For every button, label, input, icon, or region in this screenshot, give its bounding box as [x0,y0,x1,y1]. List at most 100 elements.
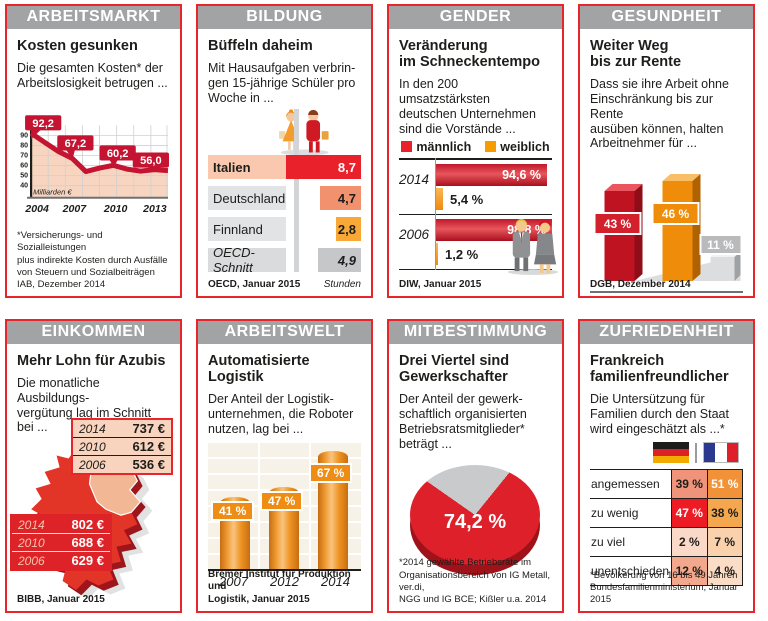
x-axis-labels: 2007 2012 2014 [208,574,361,589]
bar-value-box: 41 % [211,500,255,521]
panel-text: Mit Hausaufgaben verbrin- gen 15-jährige… [208,61,356,105]
panel-header: MITBESTIMMUNG [389,321,562,344]
value-row: 2010 612 € [73,438,171,456]
unit-label: Stunden [323,279,361,291]
panel-body: Büffeln daheim Mit Hausaufgaben verbrin-… [198,29,371,296]
bar-label: Italien [208,155,286,180]
y-tick: 40 [20,182,28,189]
bar-gray [710,257,735,282]
value-row: 2006 536 € [73,456,171,473]
panel-bildung: BILDUNG Büffeln daheim Mit Hausaufgaben … [196,4,373,298]
row-label: zu viel [590,526,673,557]
y-axis-unit: Milliarden € [33,187,72,196]
value-box-orange [651,202,700,226]
x-tick: 2013 [142,203,167,215]
panel-gender: GENDER Veränderung im Schneckentempo In … [387,4,564,298]
source: Bremer Institut für Produktion und Logis… [208,568,351,605]
value-box-red [593,212,642,236]
bar-red [604,191,635,282]
panel-text: In den 200 umsatzstärksten deutschen Unt… [399,77,536,136]
baseline-axis [435,158,436,271]
female-row: 1,2 % [436,243,552,266]
east-values-box: 2014 737 € 2010 612 € 2006 536 € [71,418,173,475]
panel-body: Automatisierte Logistik Der Anteil der L… [198,344,371,611]
y-tick: 50 [20,172,28,179]
panel-zufriedenheit: ZUFRIEDENHEIT Frankreich familienfreundl… [578,319,755,613]
baseline [590,291,743,294]
callout-value: 60,2 [107,148,129,160]
bar-value: 43 % [604,217,632,231]
y-tick: 80 [20,142,28,149]
bar-female [436,188,443,211]
panel-title: Büffeln daheim [208,38,313,54]
callout-box [57,135,94,151]
panel-gesundheit: GESUNDHEIT Weiter Weg bis zur Rente Dass… [578,4,755,298]
callout-box [25,114,62,131]
flag-divider [695,442,697,463]
year: 2006 [79,457,106,472]
bar-group-2014: 2014 94,6 % 5,4 % [399,160,552,214]
fr-value: 38 % [706,497,744,528]
students-icon [278,109,329,156]
callout-value: 56,0 [140,155,162,167]
panel-body: Weiter Weg bis zur Rente Dass sie ihre A… [580,29,753,296]
legend-label: männlich [416,140,472,155]
bar-female-value: 5,4 % [450,191,484,207]
y-tick: 70 [20,152,28,159]
panel-einkommen: EINKOMMEN Mehr Lohn für Azubis Die monat… [5,319,182,613]
x-tick: 2012 [270,573,299,589]
bar-orange-top [662,174,701,182]
table-row: unentschieden 12 % 4 % [590,555,744,586]
value: 612 € [132,439,165,454]
panel-text: Die Untersützung für Familien durch den … [590,392,729,436]
bar-row: OECD-Schnitt 4,9 [208,245,361,275]
panel-text: Der Anteil der Logistik- unternehmen, di… [208,392,354,436]
callout-value: 67,2 [65,138,87,150]
panel-header: BILDUNG [198,6,371,29]
value-row: 2010 688 € [12,534,110,552]
rule [399,269,552,271]
bar-label: Deutschland [208,186,286,211]
comparison-table: angemessen 39 % 51 % zu wenig 47 % 38 % … [590,468,744,586]
data-line [29,130,169,174]
baseline [208,568,361,571]
table-row: zu wenig 47 % 38 % [590,497,744,528]
year: 2014 [79,421,106,436]
bar-orange-side [692,174,701,282]
source: DIW, Januar 2015 [399,278,482,290]
legend-label: weiblich [500,140,550,155]
panel-header: ARBEITSMARKT [7,6,180,29]
table-row: zu viel 2 % 7 % [590,526,744,557]
row-label: zu wenig [590,497,673,528]
legend-item: weiblich [485,140,550,155]
female-row: 5,4 % [436,188,552,211]
panel-title: Veränderung im Schneckentempo [399,38,541,71]
pie [410,465,540,566]
panel-mitbestimmung: MITBESTIMMUNG Drei Viertel sind Gewerksc… [387,319,564,613]
footnote: *Bevölkerung von 16 bis 49 Jahren Bundes… [590,569,738,605]
panel-title: Weiter Weg bis zur Rente [590,38,682,71]
callout-box [132,152,169,168]
group-year: 2006 [399,227,430,243]
source: OECD, Januar 2015 [208,278,301,290]
bar-red-top [604,184,643,192]
bar: 8,7 [286,155,361,180]
value: 536 € [132,457,165,472]
x-tick: 2007 [219,573,248,589]
value: 688 € [71,535,104,550]
source: BIBB, Januar 2015 [17,593,105,605]
panel-title: Mehr Lohn für Azubis [17,353,166,369]
bar-value: 11 % [707,238,734,252]
panel-text: Die gesamten Kosten* der Arbeitslosigkei… [17,61,168,90]
bar-female [436,243,438,266]
pie-value: 74,2 % [443,511,507,534]
panel-header: GENDER [389,6,562,29]
rule [399,214,552,216]
legend: männlich weiblich [399,140,552,154]
value: 737 € [132,421,165,436]
west-values-box: 2014 802 € 2010 688 € 2006 629 € [10,514,112,571]
3d-bar-chart: 43 % 46 % 11 % [593,174,743,282]
panel-body: Mehr Lohn für Azubis Die monatliche Ausb… [7,344,180,611]
value-row: 2006 629 € [12,552,110,569]
